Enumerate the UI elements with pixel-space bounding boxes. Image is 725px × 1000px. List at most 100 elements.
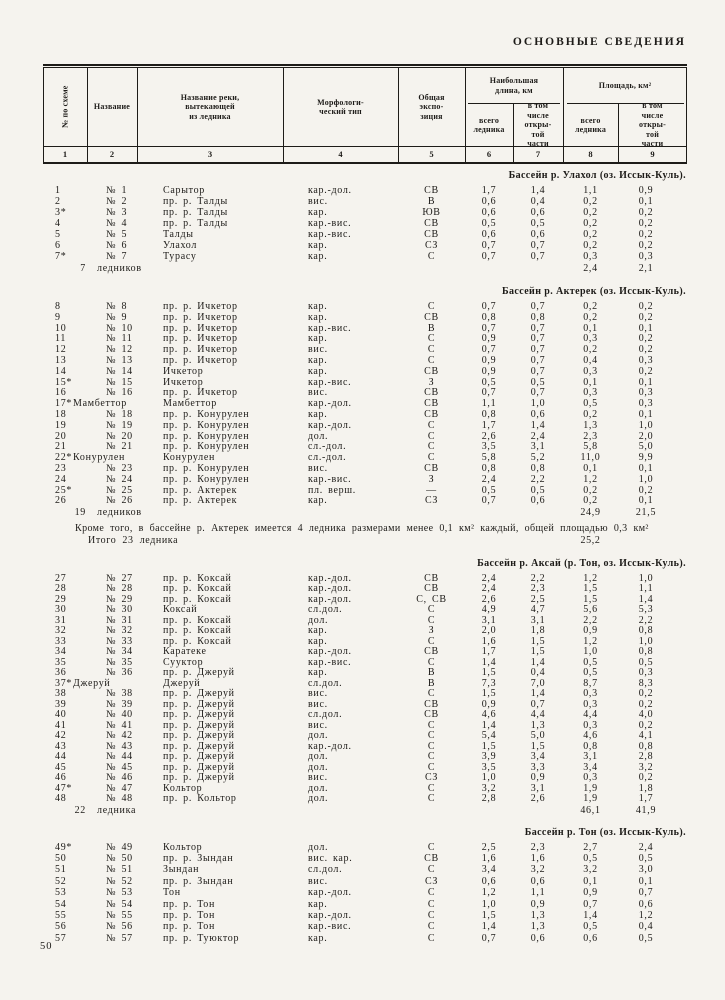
column-separator	[686, 68, 687, 162]
table-row: 53 № 53 Тон кар.-дол. С 1,2 1,1 0,9 0,7	[43, 888, 687, 899]
cell-morph: вис.	[308, 698, 328, 710]
totals-area-open: 21,5	[635, 507, 657, 519]
cell-exposure: С	[427, 430, 436, 442]
cell-river: пр. р. Ичкетор	[163, 387, 238, 399]
cell-length-open: 0,9	[530, 772, 546, 784]
cell-length-open: 0,8	[530, 311, 546, 323]
cell-name: Конурулен	[73, 452, 126, 464]
cell-river: Сарытор	[163, 185, 205, 196]
cell-no: 16	[55, 387, 67, 399]
totals-count: 19	[74, 507, 86, 519]
cell-area-total: 0,2	[583, 301, 598, 312]
cell-area-total: 8,7	[583, 677, 598, 689]
cell-no: 5	[55, 229, 61, 240]
cell-length-open: 0,7	[530, 240, 546, 251]
cell-area-total: 0,5	[583, 656, 598, 668]
table-row: 7* № 7 Турасу кар. С 0,7 0,7 0,3 0,3	[43, 252, 687, 263]
table-row: 19 № 19 пр. р. Конурулен кар.-дол. С 1,7 1,4 1,…	[43, 419, 687, 432]
cell-river: пр. р. Конурулен	[163, 441, 250, 453]
table-row: 36 № 36 пр. р. Джеруй кар. В 1,5 0,4 0,5 0,3	[43, 668, 687, 679]
cell-length-total: 0,6	[481, 875, 497, 887]
cell-no: 26	[55, 495, 67, 507]
cell-name: № 49	[106, 841, 133, 853]
cell-morph: кар.-дол.	[308, 740, 352, 752]
cell-length-total: 0,5	[481, 376, 497, 388]
header-col-exposure: Общая экспо- зиция	[418, 92, 445, 121]
cell-length-open: 1,5	[530, 646, 546, 658]
cell-river: пр. р. Зындан	[163, 875, 234, 887]
cell-river: Джеруй	[163, 677, 201, 689]
header-span-length: Наибольшая длина, км	[489, 76, 539, 95]
cell-length-total: 2,4	[481, 572, 497, 584]
cell-area-total: 2,3	[583, 430, 598, 442]
cell-river: Ичкетор	[163, 376, 204, 388]
cell-exposure: С	[427, 761, 436, 773]
cell-area-total: 0,4	[583, 354, 598, 366]
cell-area-open: 3,2	[638, 761, 654, 773]
cell-morph: кар.-вис.	[308, 921, 352, 933]
column-number: 5	[429, 149, 434, 159]
cell-area-total: 1,4	[583, 909, 598, 921]
cell-name: № 26	[106, 495, 133, 507]
table-row: 11 № 11 пр. р. Ичкетор кар. С 0,9 0,7 0,3 0,2	[43, 334, 687, 345]
cell-length-open: 1,5	[530, 635, 546, 647]
cell-river: пр. р. Кольтор	[163, 793, 237, 805]
cell-length-total: 3,2	[481, 782, 497, 794]
cell-length-total: 3,5	[481, 441, 497, 453]
cell-length-total: 7,3	[481, 677, 497, 689]
cell-river: пр. р. Ичкетор	[163, 311, 238, 323]
cell-length-total: 2,6	[481, 593, 497, 605]
cell-length-total: 0,8	[481, 311, 497, 323]
length-span-rule	[468, 103, 560, 104]
cell-length-total: 1,0	[481, 898, 497, 910]
cell-river: пр. р. Коксай	[163, 593, 232, 605]
cell-name: № 12	[106, 344, 133, 356]
cell-length-total: 3,9	[481, 751, 497, 763]
cell-length-total: 1,7	[481, 185, 497, 196]
cell-length-total: 5,8	[481, 452, 497, 464]
column-number: 7	[535, 149, 541, 159]
cell-area-total: 3,1	[583, 751, 598, 763]
cell-name: № 2	[106, 196, 128, 207]
cell-length-open: 1,4	[530, 185, 546, 196]
cell-exposure: С	[427, 452, 436, 464]
table-row: 49* № 49 Кольтор дол. С 2,5 2,3 2,7 2,4	[43, 841, 687, 854]
cell-exposure: С	[427, 740, 436, 752]
cell-morph: кар.	[308, 333, 328, 345]
table-row: 15* № 15 Ичкетор кар.-вис. З 0,5 0,5 0,1 0,1	[43, 376, 687, 389]
cell-river: пр. р. Конурулен	[163, 430, 250, 442]
cell-area-open: 0,1	[638, 196, 654, 207]
cell-river: пр. р. Конурулен	[163, 419, 250, 431]
cell-area-open: 2,2	[638, 614, 654, 626]
column-separator	[563, 68, 564, 162]
cell-no: 21	[55, 441, 67, 453]
cell-morph: кар.-дол.	[308, 909, 352, 921]
cell-river: Кольтор	[163, 782, 203, 794]
table-row: 47* № 47 Кольтор дол. С 3,2 3,1 1,9 1,8	[43, 782, 687, 795]
cell-length-total: 1,2	[481, 887, 497, 899]
cell-area-open: 0,2	[638, 229, 654, 240]
cell-river: пр. р. Зындан	[163, 853, 234, 865]
section-totals: 7 ледников 2,4 2,1	[43, 264, 687, 275]
cell-river: пр. р. Ичкетор	[163, 333, 238, 345]
cell-area-open: 0,1	[638, 408, 654, 420]
cell-length-open: 2,2	[530, 572, 546, 584]
cell-name: № 20	[106, 430, 133, 442]
table-row: 27 № 27 пр. р. Коксай кар.-дол. СВ 2,4 2,2 1,2 1…	[43, 572, 687, 585]
cell-no: 13	[55, 354, 67, 366]
cell-area-total: 0,2	[583, 484, 598, 496]
table-row: 33 № 33 пр. р. Коксай кар. С 1,6 1,5 1,2 1,0	[43, 635, 687, 648]
cell-area-open: 5,0	[638, 441, 654, 453]
cell-name: № 52	[106, 875, 133, 887]
cell-morph: кар.-дол.	[308, 593, 352, 605]
cell-no: 46	[55, 772, 67, 784]
cell-river: пр. р. Джеруй	[163, 761, 235, 773]
cell-name: № 39	[106, 698, 133, 710]
cell-length-total: 0,6	[481, 207, 497, 218]
cell-no: 33	[55, 635, 67, 647]
cell-length-open: 7,0	[530, 677, 546, 689]
cell-exposure: СВ	[424, 698, 439, 710]
cell-length-open: 3,1	[530, 782, 546, 794]
cell-area-total: 0,1	[583, 462, 598, 474]
cell-river: пр. р. Джеруй	[163, 740, 235, 752]
